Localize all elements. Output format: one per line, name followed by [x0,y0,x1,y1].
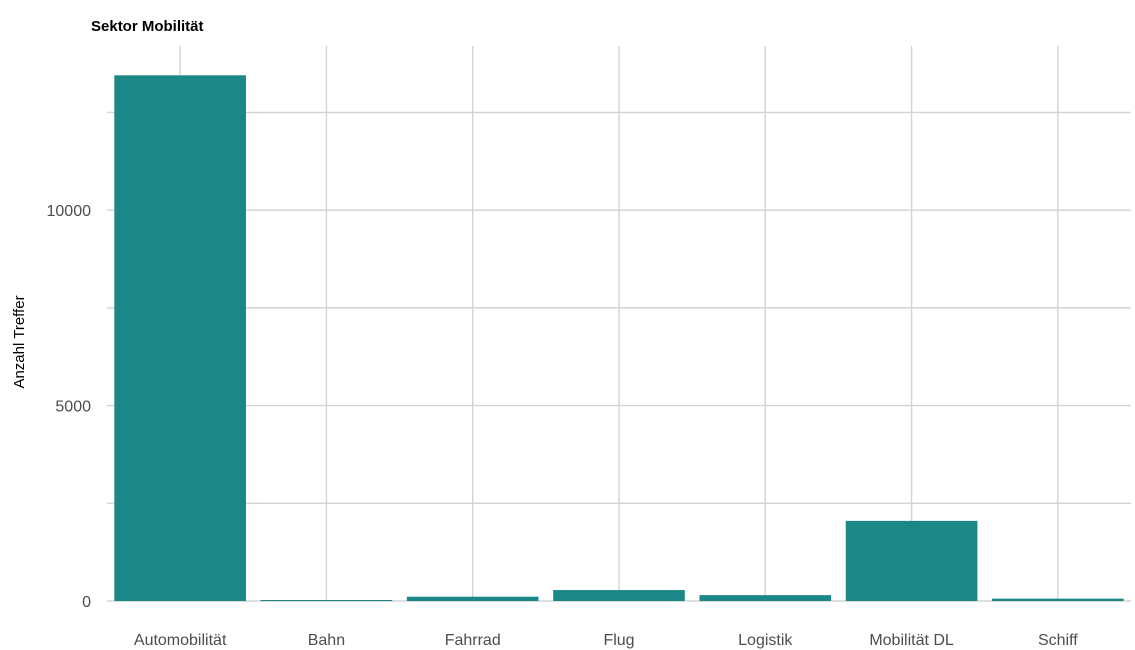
x-tick-label: Mobilität DL [869,632,954,649]
x-tick-label: Automobilität [134,632,227,649]
x-tick-label: Bahn [308,632,345,649]
y-tick-label: 5000 [55,399,91,416]
bars [114,75,1124,602]
chart-title: Sektor Mobilität [91,18,204,35]
y-axis-ticks: 0 5000 10000 [47,203,92,611]
x-tick-label: Schiff [1038,632,1078,649]
x-tick-label: Flug [603,632,634,649]
bar-fahrrad [406,596,539,601]
bar-automobilität [114,75,246,602]
bar-schiff [992,598,1124,601]
bar-mobilität-dl [845,520,978,601]
bar-bahn [260,600,393,601]
y-tick-label: 0 [82,594,91,611]
y-tick-label: 10000 [47,203,92,220]
bar-flug [553,590,685,601]
y-axis-label: Anzahl Treffer [11,295,28,388]
x-axis-ticks: Automobilität Bahn Fahrrad Flug Logistik Mobi… [134,632,1078,649]
x-tick-label: Fahrrad [445,632,501,649]
bar-logistik [699,595,832,601]
grid-lines [107,46,1131,602]
x-tick-label: Logistik [738,632,793,649]
